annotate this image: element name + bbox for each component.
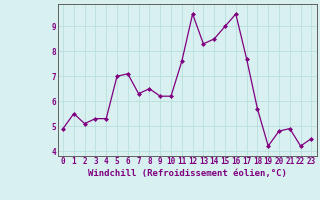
X-axis label: Windchill (Refroidissement éolien,°C): Windchill (Refroidissement éolien,°C): [88, 169, 287, 178]
